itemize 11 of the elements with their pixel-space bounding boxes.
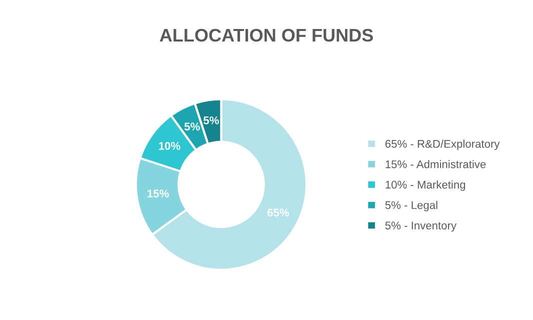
chart-title: ALLOCATION OF FUNDS xyxy=(160,28,373,42)
data-label: 5% xyxy=(204,116,219,124)
legend-label: 10% - Marketing xyxy=(386,180,466,191)
data-label: 10% xyxy=(159,142,180,150)
legend-label: 15% - Administrative xyxy=(386,160,486,168)
legend-label: 65% - R&D/Exploratory xyxy=(385,140,500,150)
data-label: 65% xyxy=(267,208,290,216)
data-label: 5% xyxy=(184,122,200,130)
legend-label: 5% - Legal xyxy=(385,200,438,212)
data-label: 15% xyxy=(148,190,169,198)
legend-label: 5% - Inventory xyxy=(385,222,457,232)
